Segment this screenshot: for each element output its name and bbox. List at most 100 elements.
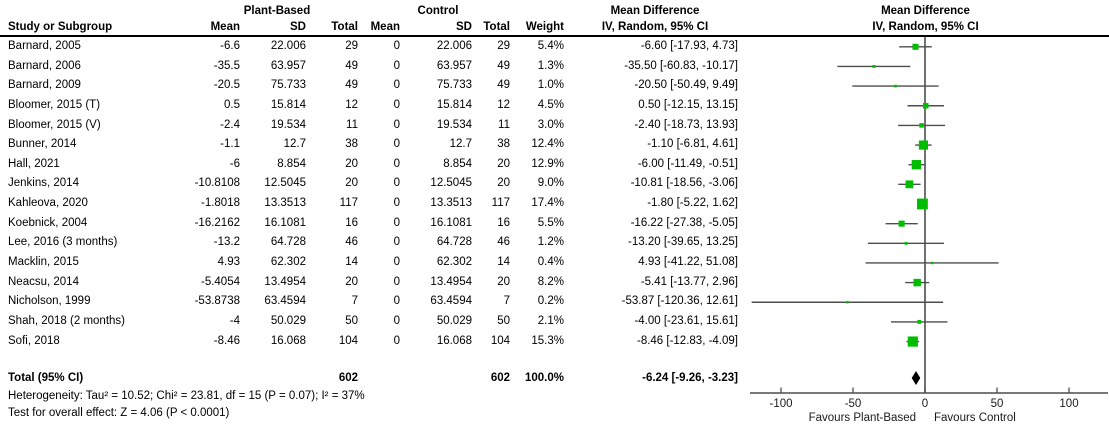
c-total-cell: 49: [497, 79, 510, 92]
c-sd-cell: 64.728: [436, 236, 472, 249]
pb-total-cell: 49: [345, 59, 358, 72]
pb-total-cell: 20: [345, 157, 358, 170]
plot-spacer-cell: [742, 273, 1109, 293]
pb-total-cell: 117: [339, 197, 358, 210]
pb-total-cell: 49: [345, 79, 358, 92]
plot-spacer-cell: [742, 76, 1109, 96]
pb-sd-cell: 22.006: [270, 40, 306, 52]
c-total-cell: 12: [497, 98, 510, 111]
pb-total-cell: 11: [346, 118, 358, 131]
pb-mean-cell: -13.2: [213, 236, 240, 249]
c-total-cell: 20: [497, 275, 510, 288]
study-name-cell: Macklin, 2015: [8, 256, 79, 269]
table-row: Lee, 2016 (3 months) -13.2 64.728 46 0 64.728…: [0, 233, 1109, 253]
c-mean-cell: 0: [393, 79, 400, 92]
c-sd-cell: 63.957: [436, 59, 472, 72]
c-sd-cell: 8.854: [443, 157, 472, 170]
c-mean-cell: 0: [393, 138, 400, 151]
col-header-c-mean: Mean: [370, 21, 400, 33]
plot-spacer-cell: [742, 194, 1109, 214]
c-total-cell: 7: [503, 295, 510, 308]
pb-sd-cell: 75.733: [270, 79, 306, 92]
plot-spacer-cell: [742, 214, 1109, 234]
c-sd-cell: 13.3513: [430, 197, 472, 210]
col-header-pb-mean: Mean: [210, 21, 240, 33]
md-column-title: Mean Difference: [610, 5, 700, 17]
study-name-cell: Bunner, 2014: [8, 138, 77, 151]
weight-cell: 1.2%: [537, 236, 564, 249]
ci-label-cell: -10.81 [-18.56, -3.06]: [630, 177, 738, 190]
pb-mean-cell: -6.6: [220, 40, 240, 52]
weight-cell: 8.2%: [537, 275, 564, 288]
group-header-plant-based: Plant-Based: [243, 5, 311, 17]
table-row: Barnard, 2005 -6.6 22.006 29 0 22.006 29 5.4% -6…: [0, 37, 1109, 57]
plot-spacer-cell: [742, 155, 1109, 175]
c-mean-cell: 0: [393, 157, 400, 170]
ci-label-cell: -1.80 [-5.22, 1.62]: [647, 197, 738, 210]
table-row: Bloomer, 2015 (T) 0.5 15.814 12 0 15.814 12 4.5…: [0, 96, 1109, 116]
pb-mean-cell: -6: [229, 157, 240, 170]
ci-label-cell: -53.87 [-120.36, 12.61]: [621, 295, 738, 308]
plot-column-subtitle: IV, Random, 95% CI: [872, 21, 979, 33]
weight-cell: 2.1%: [537, 314, 564, 327]
col-header-pb-total: Total: [331, 21, 358, 33]
favours-right-label: Favours Control: [934, 412, 1016, 424]
c-mean-cell: 0: [393, 197, 400, 210]
total-row: Total (95% CI) 602 602 100.0% -6.24 [-9.…: [0, 368, 1109, 388]
weight-cell: 0.4%: [537, 256, 564, 269]
heterogeneity-note: Heterogeneity: Tau² = 10.52; Chi² = 23.8…: [8, 390, 365, 402]
c-mean-cell: 0: [393, 295, 400, 308]
pb-total-cell: 50: [345, 314, 358, 327]
table-row: Koebnick, 2004 -16.2162 16.1081 16 0 16.1081 1…: [0, 214, 1109, 234]
pb-sd-cell: 64.728: [270, 236, 306, 249]
overall-effect-note: Test for overall effect: Z = 4.06 (P < 0…: [8, 407, 230, 419]
weight-cell: 5.4%: [537, 40, 564, 52]
ci-label-cell: -16.22 [-27.38, -5.05]: [630, 216, 738, 229]
pb-sd-cell: 50.029: [270, 314, 306, 327]
plot-column-title: Mean Difference: [881, 5, 970, 17]
weight-cell: 1.3%: [537, 59, 564, 72]
study-name-cell: Bloomer, 2015 (V): [8, 118, 101, 131]
pb-mean-cell: 0.5: [224, 98, 240, 111]
c-mean-cell: 0: [393, 118, 400, 131]
pb-sd-cell: 16.1081: [264, 216, 306, 229]
c-sd-cell: 22.006: [436, 40, 472, 52]
plot-spacer-cell: [742, 135, 1109, 155]
pb-sd-cell: 15.814: [270, 98, 306, 111]
pb-sd-cell: 12.7: [283, 138, 306, 151]
table-row: Neacsu, 2014 -5.4054 13.4954 20 0 13.4954 20 8.…: [0, 273, 1109, 293]
table-header: Plant-Based Control Mean Difference Mean…: [0, 0, 1109, 37]
table-row: Sofi, 2018 -8.46 16.068 104 0 16.068 104 15.3% -…: [0, 332, 1109, 352]
c-mean-cell: 0: [393, 314, 400, 327]
study-name-cell: Barnard, 2006: [8, 59, 81, 72]
plot-spacer-cell: [742, 174, 1109, 194]
total-ci-label: -6.24 [-9.26, -3.23]: [642, 372, 738, 384]
table-row: Barnard, 2006 -35.5 63.957 49 0 63.957 49 1.3% -…: [0, 57, 1109, 77]
c-total-cell: 104: [490, 334, 510, 347]
pb-sd-cell: 63.4594: [264, 295, 306, 308]
c-total-cell: 20: [497, 177, 510, 190]
pb-mean-cell: 4.93: [217, 256, 240, 269]
study-name-cell: Hall, 2021: [8, 157, 60, 170]
ci-label-cell: -4.00 [-23.61, 15.61]: [634, 314, 738, 327]
ci-label-cell: -2.40 [-18.73, 13.93]: [634, 118, 738, 131]
col-header-study: Study or Subgroup: [8, 21, 113, 33]
ci-label-cell: -8.46 [-12.83, -4.09]: [636, 334, 738, 347]
weight-cell: 12.4%: [531, 138, 564, 151]
pb-mean-cell: -8.46: [213, 334, 240, 347]
table-row: Kahleova, 2020 -1.8018 13.3513 117 0 13.3513 1…: [0, 194, 1109, 214]
weight-cell: 17.4%: [531, 197, 564, 210]
ci-label-cell: -6.00 [-11.49, -0.51]: [637, 157, 738, 170]
pb-mean-cell: -53.8738: [194, 295, 240, 308]
c-sd-cell: 19.534: [436, 118, 472, 131]
table-row: Nicholson, 1999 -53.8738 63.4594 7 0 63.4594 7…: [0, 292, 1109, 312]
tick-label: -50: [845, 398, 862, 410]
pb-total-cell: 16: [345, 216, 358, 229]
study-name-cell: Lee, 2016 (3 months): [8, 236, 118, 249]
c-total-cell: 46: [497, 236, 510, 249]
weight-cell: 0.2%: [537, 295, 564, 308]
ci-label-cell: -6.60 [-17.93, 4.73]: [640, 40, 738, 52]
study-name-cell: Barnard, 2009: [8, 79, 81, 92]
pb-mean-cell: -1.8018: [200, 197, 240, 210]
table-row: Jenkins, 2014 -10.8108 12.5045 20 0 12.5045 20…: [0, 174, 1109, 194]
